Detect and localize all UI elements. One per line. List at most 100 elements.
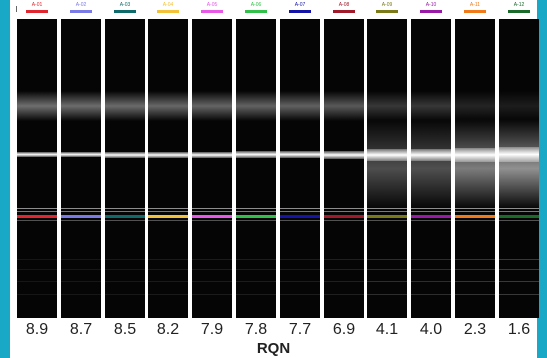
rqn-value: 1.6 xyxy=(507,321,531,338)
low-fragment-band xyxy=(499,294,539,295)
low-fragment-band xyxy=(499,259,539,260)
low-fragment-band xyxy=(236,294,276,295)
rrna-28s-band xyxy=(236,91,276,121)
rrna-28s-band xyxy=(280,91,320,121)
lane-id-label: A-01 xyxy=(31,2,43,8)
rqn-value: 7.8 xyxy=(244,321,268,338)
gel-lane xyxy=(148,19,188,318)
lower-marker-band xyxy=(105,215,145,218)
gel-lane xyxy=(61,19,101,318)
rqn-value: 4.1 xyxy=(375,321,399,338)
lower-marker-band xyxy=(236,215,276,218)
low-fragment-band xyxy=(192,294,232,295)
gel-lane xyxy=(411,19,451,318)
lane-id-label: A-03 xyxy=(119,2,131,8)
gel-image xyxy=(17,19,539,318)
rrna-28s-band xyxy=(367,91,407,121)
rrna-28s-band xyxy=(324,91,364,121)
rrna-18s-band xyxy=(105,152,145,158)
lane-color-swatch xyxy=(464,10,486,13)
low-fragment-band xyxy=(17,269,57,270)
low-fragment-band xyxy=(367,259,407,260)
minor-band xyxy=(236,220,276,221)
low-fragment-band xyxy=(499,269,539,270)
low-fragment-band xyxy=(411,269,451,270)
low-fragment-band xyxy=(455,281,495,282)
rrna-28s-band xyxy=(61,91,101,121)
rrna-28s-band xyxy=(411,91,451,121)
lane-header-a-09: A-09 xyxy=(367,2,407,18)
lower-marker-band xyxy=(499,215,539,218)
low-fragment-band xyxy=(105,259,145,260)
minor-band xyxy=(367,208,407,209)
minor-band xyxy=(455,208,495,209)
minor-band xyxy=(499,211,539,212)
minor-band xyxy=(455,220,495,221)
low-fragment-band xyxy=(236,269,276,270)
low-fragment-band xyxy=(280,281,320,282)
minor-band xyxy=(192,220,232,221)
lane-id-label: A-12 xyxy=(513,2,525,8)
lane-id-label: A-07 xyxy=(294,2,306,8)
low-fragment-band xyxy=(192,281,232,282)
minor-band xyxy=(17,220,57,221)
rqn-value: 8.5 xyxy=(113,321,137,338)
lane-header-a-07: A-07 xyxy=(280,2,320,18)
minor-band xyxy=(324,208,364,209)
lane-header-a-08: A-08 xyxy=(324,2,364,18)
rrna-28s-band xyxy=(17,91,57,121)
low-fragment-band xyxy=(499,281,539,282)
lane-header-a-03: A-03 xyxy=(105,2,145,18)
rqn-value: 7.9 xyxy=(200,321,224,338)
lane-header-a-11: A-11 xyxy=(455,2,495,18)
low-fragment-band xyxy=(148,259,188,260)
low-fragment-band xyxy=(367,281,407,282)
lower-marker-band xyxy=(192,215,232,218)
gel-lane xyxy=(192,19,232,318)
minor-band xyxy=(367,211,407,212)
rrna-18s-band xyxy=(455,148,495,162)
low-fragment-band xyxy=(324,269,364,270)
lane-color-swatch xyxy=(376,10,398,13)
gel-lane xyxy=(17,19,57,318)
lane-header-a-01: A-01 xyxy=(17,2,57,18)
minor-band xyxy=(17,211,57,212)
rrna-18s-band xyxy=(17,152,57,157)
low-fragment-band xyxy=(61,281,101,282)
gel-lane xyxy=(280,19,320,318)
rrna-18s-band xyxy=(324,151,364,159)
rrna-28s-band xyxy=(192,91,232,121)
lane-color-swatch xyxy=(70,10,92,13)
low-fragment-band xyxy=(411,259,451,260)
lane-color-swatch xyxy=(245,10,267,13)
minor-band xyxy=(280,220,320,221)
low-fragment-band xyxy=(61,259,101,260)
minor-band xyxy=(411,211,451,212)
minor-band xyxy=(324,220,364,221)
low-fragment-band xyxy=(105,281,145,282)
rrna-28s-band xyxy=(455,91,495,121)
lower-marker-band xyxy=(367,215,407,218)
lane-header-a-10: A-10 xyxy=(411,2,451,18)
ladder-tick xyxy=(16,6,17,12)
minor-band xyxy=(324,211,364,212)
minor-band xyxy=(455,211,495,212)
low-fragment-band xyxy=(280,294,320,295)
rqn-value: 6.9 xyxy=(332,321,356,338)
lane-id-label: A-05 xyxy=(206,2,218,8)
minor-band xyxy=(61,220,101,221)
low-fragment-band xyxy=(105,294,145,295)
lower-marker-band xyxy=(148,215,188,218)
low-fragment-band xyxy=(17,259,57,260)
rrna-18s-band xyxy=(411,149,451,161)
lane-color-swatch xyxy=(201,10,223,13)
lane-header-a-12: A-12 xyxy=(499,2,539,18)
low-fragment-band xyxy=(455,294,495,295)
lane-color-swatch xyxy=(420,10,442,13)
minor-band xyxy=(236,211,276,212)
rqn-value: 8.9 xyxy=(25,321,49,338)
low-fragment-band xyxy=(236,281,276,282)
minor-band xyxy=(280,211,320,212)
lower-marker-band xyxy=(280,215,320,218)
low-fragment-band xyxy=(280,269,320,270)
